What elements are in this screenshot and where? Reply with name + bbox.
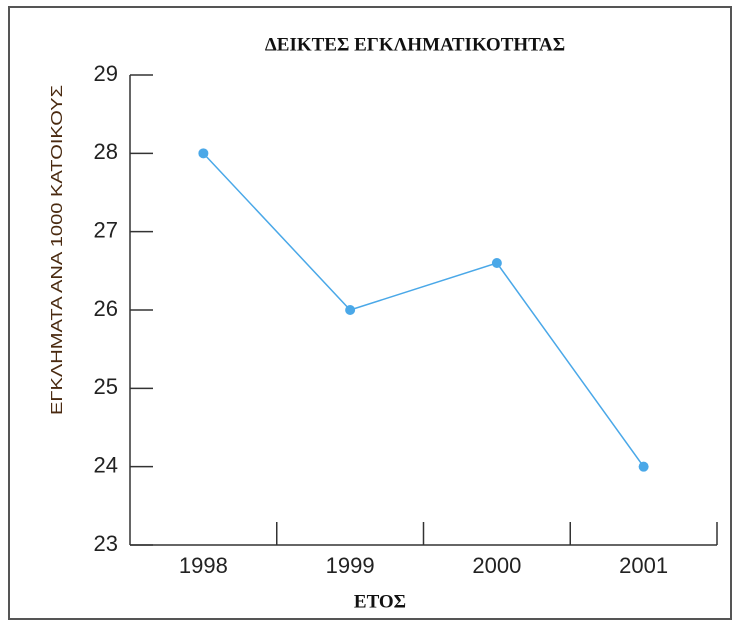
y-tick-label: 28	[94, 139, 118, 164]
x-tick-label: 1999	[326, 553, 375, 578]
x-tick-label: 2000	[472, 553, 521, 578]
y-axis-label: ΕΓΚΛΗΜΑΤΑ ΑΝΑ 1000 ΚΑΤΟΙΚΟΥΣ	[49, 85, 66, 415]
line	[202, 152, 645, 468]
frame	[8, 6, 732, 620]
y-tick-label: 24	[94, 452, 118, 477]
x-tick-label: 2001	[619, 553, 668, 578]
y-tick-label: 25	[94, 374, 118, 399]
chart-title: ΔΕΙΚΤΕΣ ΕΓΚΛΗΜΑΤΙΚΟΤΗΤΑΣ	[265, 34, 565, 55]
y-tick-label: 29	[94, 61, 118, 86]
point	[345, 305, 356, 315]
point	[638, 461, 649, 472]
y-tick-label: 26	[94, 296, 118, 321]
y-tick-label: 27	[94, 217, 118, 242]
y-tick-label: 23	[94, 531, 118, 556]
x-tick-label: 1998	[179, 553, 228, 578]
x-axis-label: ΕΤΟΣ	[354, 591, 406, 612]
point	[491, 258, 502, 268]
point	[198, 148, 209, 159]
